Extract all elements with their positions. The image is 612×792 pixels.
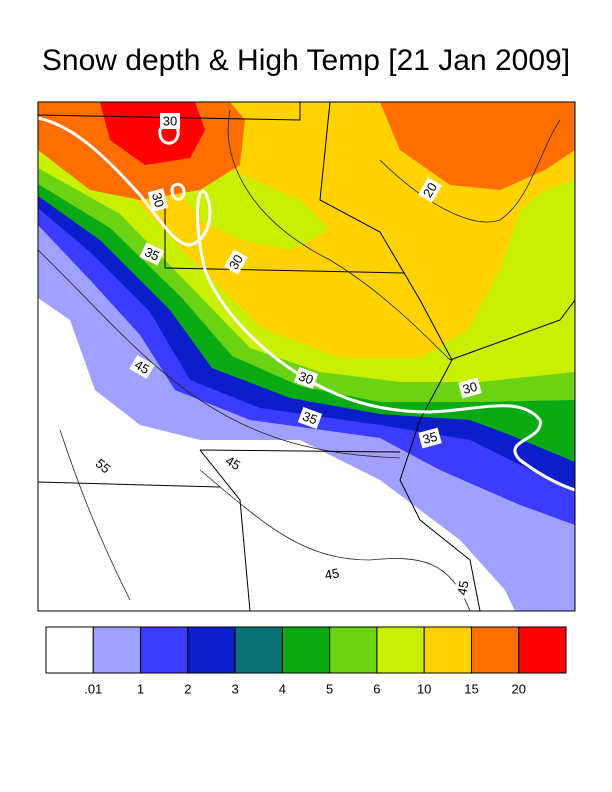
map (38, 102, 575, 611)
label-box (129, 355, 155, 379)
contour-label-text: 45 (324, 565, 341, 582)
colorbar-swatch (140, 626, 189, 674)
colorbar-swatch (92, 626, 142, 674)
colorbar-label: 15 (464, 681, 478, 696)
contour-line (379, 119, 561, 223)
contour-label-text: 35 (421, 429, 439, 447)
label-box (224, 249, 248, 275)
label-box (320, 564, 344, 584)
contour-label-text: 45 (223, 453, 243, 473)
state-border (449, 299, 575, 361)
contour-label: 45 (220, 451, 246, 475)
contour-label: 45 (453, 576, 473, 600)
contour-label: 30 (160, 113, 180, 129)
colorbar-label: 20 (511, 681, 525, 696)
contour-label-text: 45 (454, 580, 471, 597)
state-border (199, 449, 251, 611)
colorbar-swatch (470, 626, 520, 674)
colorbar-label: 4 (279, 681, 286, 696)
contour-label: 35 (297, 407, 323, 429)
label-box (147, 188, 169, 212)
label-box (418, 177, 442, 203)
colorbar-label: 6 (373, 681, 380, 696)
state-border (164, 200, 406, 274)
colorbar-swatch (376, 626, 425, 674)
contour-label: 30 (147, 188, 169, 212)
contour-label: 30 (224, 249, 248, 275)
colorbar-swatch (187, 626, 236, 674)
colorbar-label: 1 (137, 681, 144, 696)
contour-line (227, 109, 451, 361)
contour-label-text: 35 (301, 408, 320, 427)
contour-label-text: 30 (461, 379, 479, 397)
contour-line (199, 469, 471, 611)
contour-label-text: 30 (163, 113, 177, 128)
label-box (297, 407, 323, 429)
colorbar-label: .01 (84, 681, 102, 696)
map-frame (37, 101, 576, 612)
contour-label-text: 30 (297, 368, 316, 387)
temp-contour (170, 182, 186, 201)
temp-contour (38, 116, 575, 492)
title: Snow depth & High Temp [21 Jan 2009] (42, 44, 570, 77)
contour-label-text: 20 (420, 180, 440, 200)
colorbar-swatch (234, 626, 283, 674)
label-box (453, 576, 473, 600)
colorbar-swatch (329, 626, 378, 674)
colorbar-label: 10 (417, 681, 431, 696)
colorbar-swatch (281, 626, 331, 674)
label-box (139, 242, 165, 266)
state-border (38, 102, 301, 121)
contour-labels: 30 30 35 30 20 45 30 35 30 35 45 55 45 45 (90, 113, 482, 600)
contour-label: 45 (320, 564, 344, 584)
label-box (160, 113, 180, 129)
state-border (38, 481, 221, 488)
contour-label-text: 35 (142, 244, 161, 264)
label-box (293, 367, 319, 389)
colorbar-swatch (518, 626, 567, 674)
contour-label-text: 30 (149, 191, 167, 209)
label-box (418, 427, 442, 449)
contour-label: 35 (139, 242, 165, 266)
contour-label: 55 (90, 453, 116, 479)
fill-region (380, 102, 575, 190)
label-box (90, 453, 116, 479)
contour-label: 35 (418, 427, 442, 449)
state-border (319, 102, 481, 611)
colorbar-label: 3 (231, 681, 238, 696)
colorbar-swatch (45, 626, 94, 674)
contour-label: 20 (418, 177, 442, 203)
contour-label: 30 (458, 377, 482, 399)
contour-label-text: 45 (132, 357, 152, 377)
label-box (458, 377, 482, 399)
contour-label: 45 (129, 355, 155, 379)
contour-label-text: 30 (226, 252, 246, 272)
colorbar-swatch (423, 626, 472, 674)
state-border (199, 449, 401, 453)
contour-line (59, 429, 131, 601)
label-box (220, 451, 246, 475)
colorbar: .01 1 2 3 4 5 6 10 15 20 (45, 626, 567, 696)
colorbar-label: 2 (184, 681, 191, 696)
colorbar-label: 5 (326, 681, 333, 696)
contour-label: 30 (293, 367, 319, 389)
